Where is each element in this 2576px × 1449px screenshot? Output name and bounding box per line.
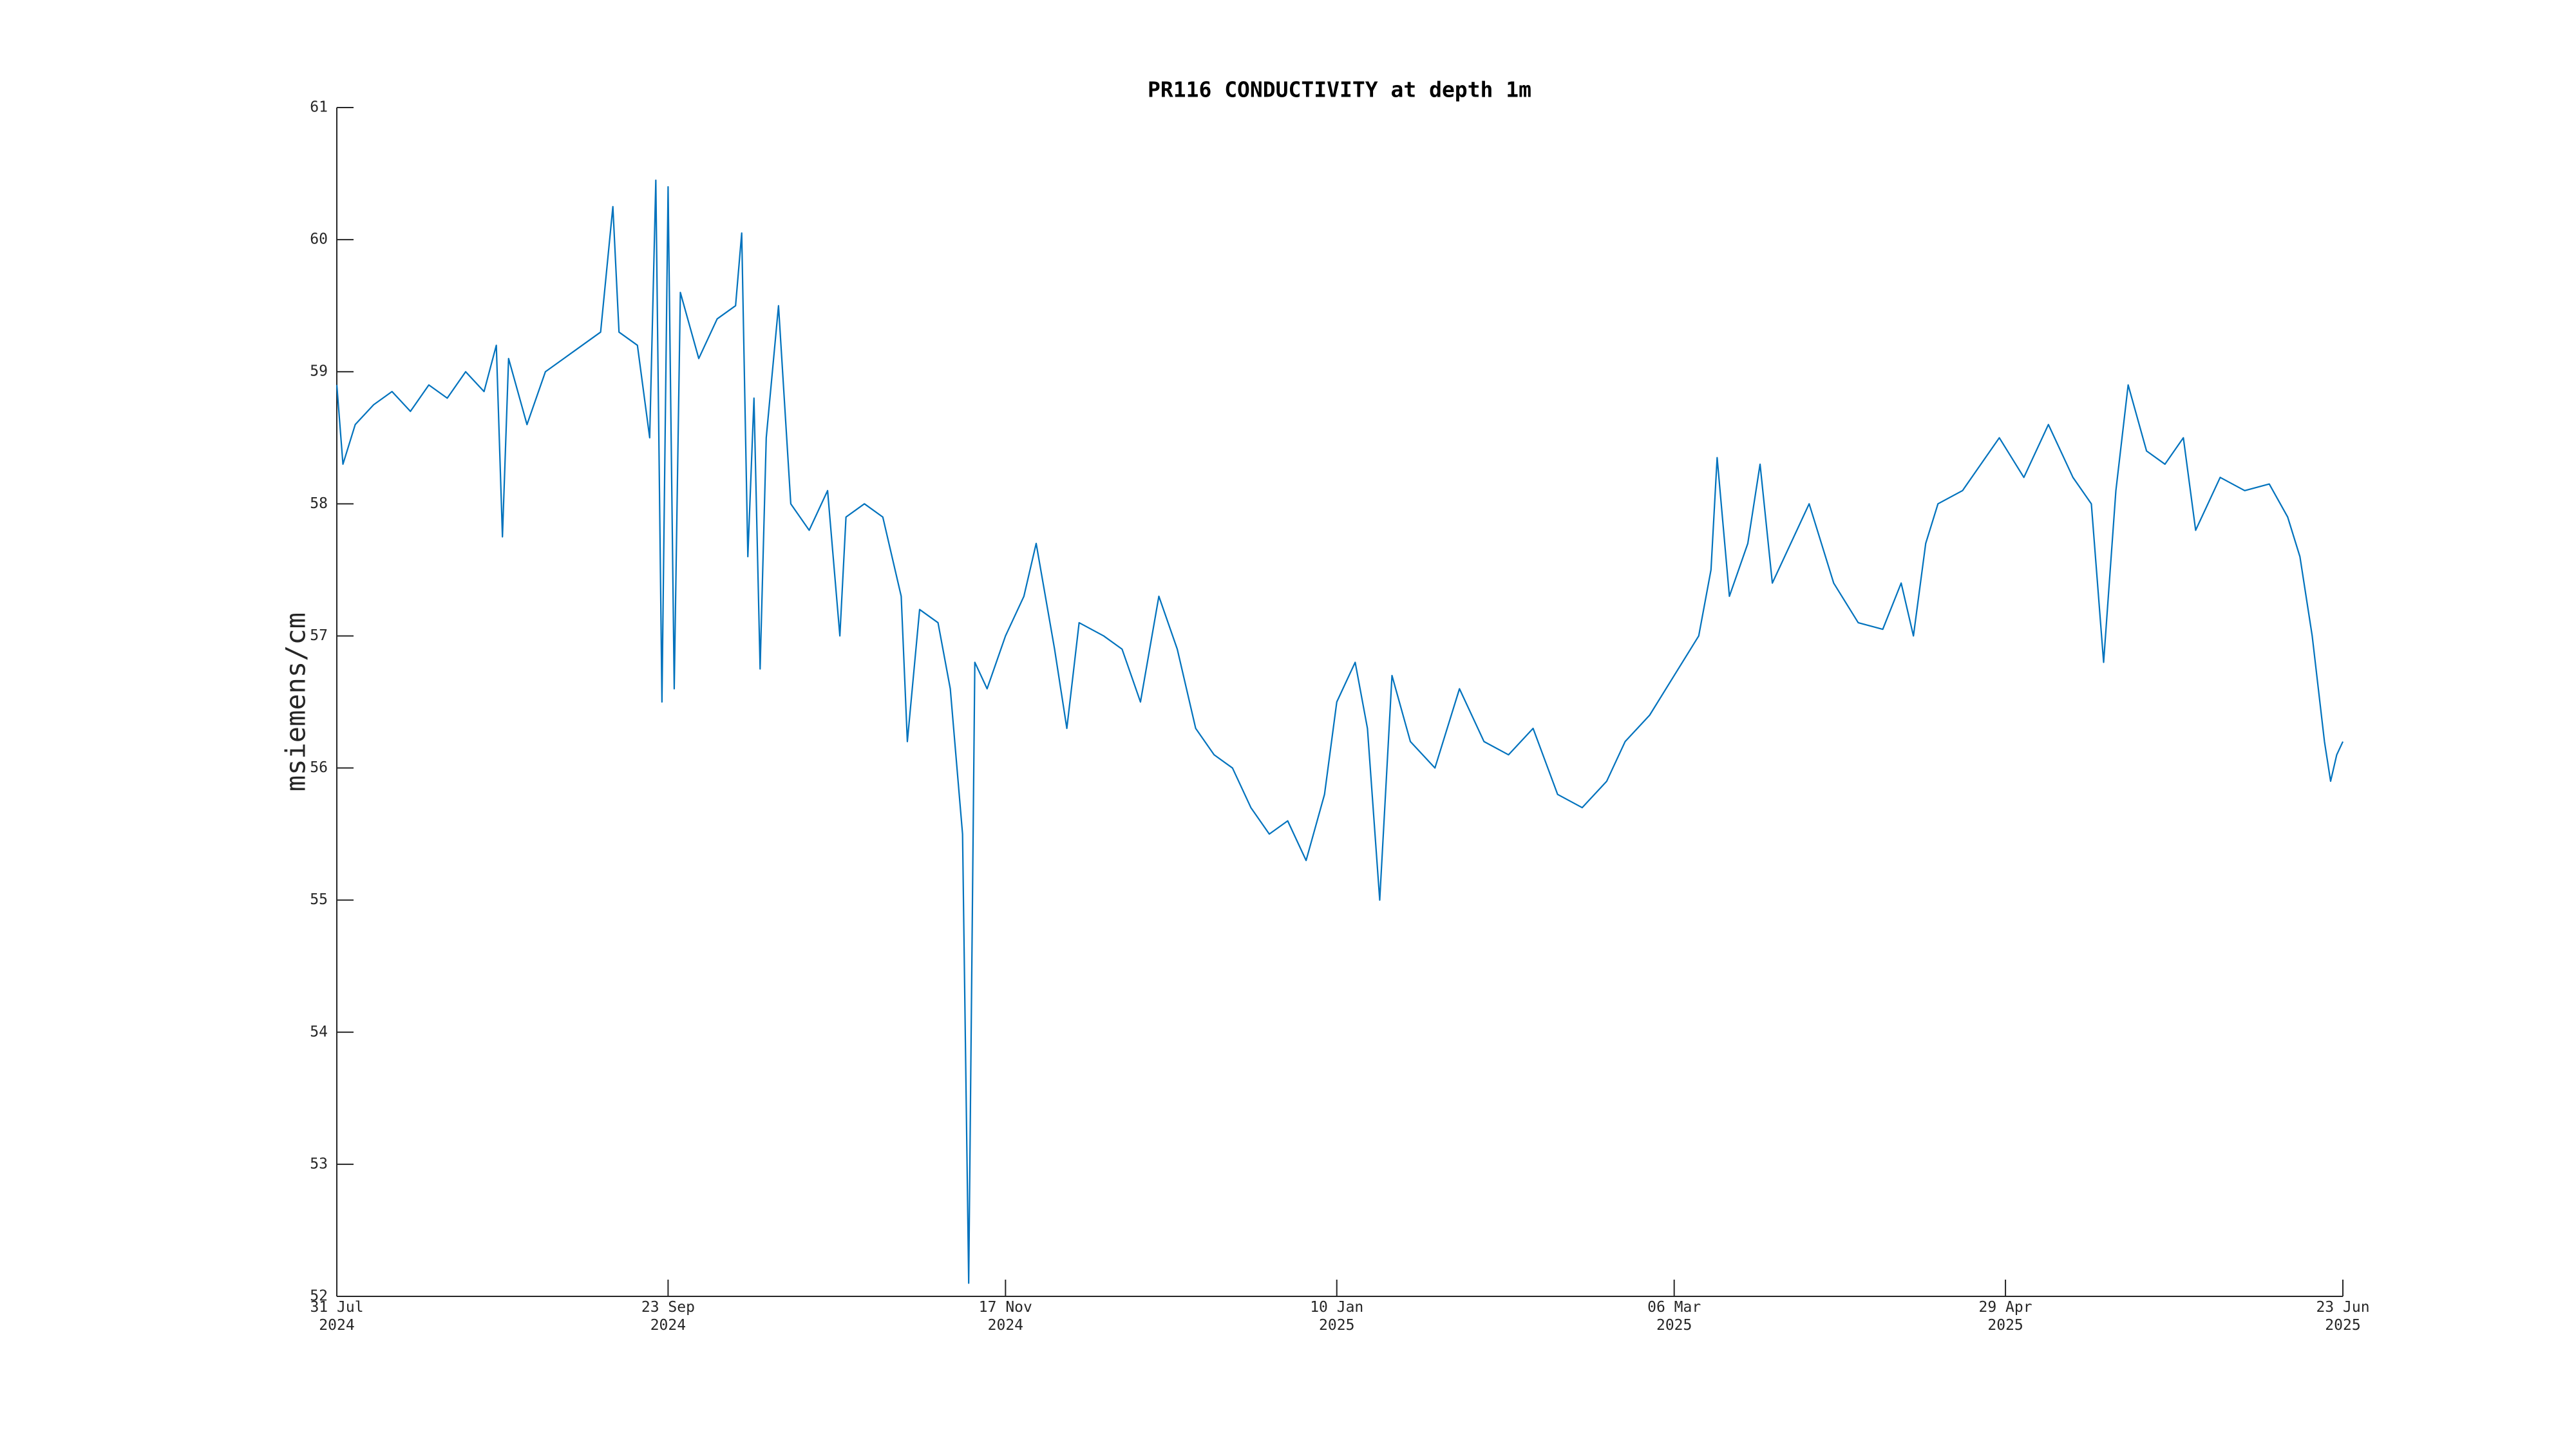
x-tick-label-line: 2024 — [988, 1317, 1023, 1334]
y-tick-label: 53 — [310, 1155, 328, 1172]
y-tick-label: 52 — [310, 1288, 328, 1305]
x-tick-label-line: 2024 — [319, 1317, 354, 1334]
x-tick-label: 10 Jan 2025 — [1310, 1299, 1363, 1334]
y-tick-label: 61 — [310, 99, 328, 116]
y-tick-label: 56 — [310, 759, 328, 776]
y-tick-label: 59 — [310, 363, 328, 380]
data-line — [336, 179, 2344, 1284]
x-tick-label: 17 Nov 2024 — [979, 1299, 1032, 1334]
x-tick-label: 06 Mar 2025 — [1647, 1299, 1701, 1334]
x-tick-label-line: 29 Apr — [1979, 1299, 2032, 1316]
x-tick-label: 29 Apr 2025 — [1979, 1299, 2032, 1334]
x-tick-label: 23 Sep 2024 — [641, 1299, 695, 1334]
x-tick-label-line: 2025 — [1987, 1317, 2023, 1334]
y-axis-label: msiemens/cm — [280, 612, 312, 791]
x-tick-label: 31 Jul 2024 — [310, 1299, 363, 1334]
x-tick-label: 23 Jun 2025 — [2316, 1299, 2369, 1334]
x-tick-label-line: 23 Sep — [641, 1299, 695, 1316]
x-tick-label-line: 17 Nov — [979, 1299, 1032, 1316]
y-tick-label: 57 — [310, 627, 328, 644]
x-tick-label-line: 2025 — [1656, 1317, 1692, 1334]
y-tick-label: 54 — [310, 1023, 328, 1040]
y-tick-label: 60 — [310, 231, 328, 248]
x-tick-label-line: 2025 — [1319, 1317, 1354, 1334]
y-tick-label: 55 — [310, 891, 328, 908]
y-tick-label: 58 — [310, 495, 328, 512]
x-tick-label-line: 31 Jul — [310, 1299, 363, 1316]
x-tick-label-line: 2025 — [2325, 1317, 2360, 1334]
x-tick-label-line: 06 Mar — [1647, 1299, 1701, 1316]
x-tick-label-line: 23 Jun — [2316, 1299, 2369, 1316]
x-tick-label-line: 10 Jan — [1310, 1299, 1363, 1316]
x-tick-label-line: 2024 — [650, 1317, 686, 1334]
chart-title: PR116 CONDUCTIVITY at depth 1m — [1148, 77, 1531, 102]
